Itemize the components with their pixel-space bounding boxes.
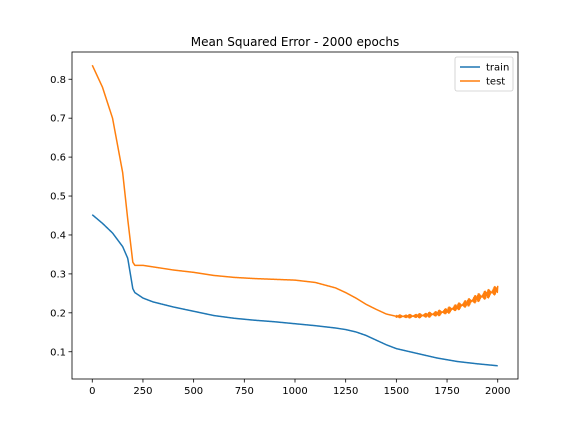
legend-label-train: train [486,63,509,74]
y-tick-label: 0.5 [50,192,66,203]
x-tick-label: 1250 [333,386,358,397]
x-tick-label: 1750 [434,386,459,397]
x-tick-label: 0 [89,386,95,397]
y-tick-label: 0.8 [50,75,66,86]
x-tick-label: 250 [133,386,152,397]
x-tick-label: 2000 [485,386,510,397]
axis-ticks: 0 250 500 750 1000 1250 1500 1750 2000 0.1 0.2 0.3 0… [50,75,510,397]
y-tick-label: 0.3 [50,269,66,280]
axes-frame [71,51,519,380]
x-tick-label: 1500 [384,386,409,397]
chart-title: Mean Squared Error - 2000 epochs [191,35,400,49]
y-tick-label: 0.1 [50,347,66,358]
y-tick-label: 0.7 [50,114,66,125]
legend: train test [454,56,514,92]
x-tick-label: 500 [184,386,203,397]
y-tick-label: 0.4 [50,230,66,241]
legend-label-test: test [486,77,505,88]
plot-area [91,64,499,367]
y-tick-label: 0.2 [50,308,66,319]
x-tick-label: 750 [235,386,254,397]
legend-box [454,56,514,92]
x-tick-label: 1000 [282,386,307,397]
y-tick-label: 0.6 [50,153,66,164]
series-line-test [91,64,499,319]
series-line-train [91,214,499,367]
